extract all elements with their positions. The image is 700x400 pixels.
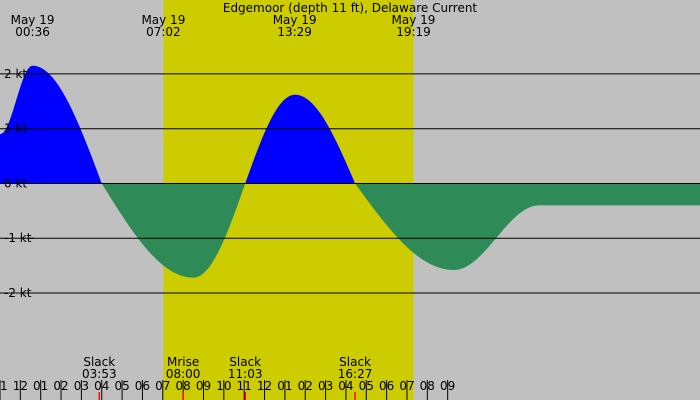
bottom-event-time: 03:53: [82, 367, 117, 381]
bottom-event-time: 08:00: [166, 367, 201, 381]
hour-tick-label: 11: [237, 379, 252, 393]
event-time-label: 00:36: [15, 25, 50, 39]
event-time-label: 19:19: [396, 25, 431, 39]
y-tick-label: -2 kt: [4, 286, 32, 300]
event-date-label: May 19: [273, 13, 317, 27]
event-time-label: 07:02: [146, 25, 181, 39]
hour-tick-label: 09: [440, 379, 455, 393]
bottom-event-label: Mrise: [167, 355, 199, 369]
flood-area: [0, 65, 700, 184]
hour-tick-label: 01: [277, 379, 292, 393]
y-tick-label: 0 kt: [4, 176, 27, 190]
hour-tick-label: 05: [359, 379, 374, 393]
event-date-label: May 19: [392, 13, 436, 27]
hour-tick-label: 02: [298, 379, 313, 393]
hour-tick-label: 08: [420, 379, 435, 393]
y-tick-labels: 2 kt 1 kt 0 kt -1 kt -2 kt: [4, 67, 32, 300]
bottom-event-label: Slack: [229, 355, 261, 369]
hour-tick-label: 09: [196, 379, 211, 393]
y-tick-label: 1 kt: [4, 122, 27, 136]
hour-tick-label: 03: [318, 379, 333, 393]
event-date-label: May 19: [11, 13, 55, 27]
ebb-area: [0, 183, 700, 278]
y-tick-label: 2 kt: [4, 67, 27, 81]
hour-tick-label: 12: [257, 379, 272, 393]
hour-tick-label: 11: [0, 379, 8, 393]
hour-tick-label: 01: [33, 379, 48, 393]
current-area-layer: [0, 65, 700, 278]
bottom-event-time: 16:27: [338, 367, 373, 381]
bottom-event-label: Slack: [83, 355, 115, 369]
hour-tick-label: 05: [114, 379, 129, 393]
bottom-event-time: 11:03: [228, 367, 263, 381]
hour-tick-label: 10: [216, 379, 231, 393]
gridlines: [0, 73, 700, 294]
hour-tick-label: 06: [135, 379, 150, 393]
hour-tick-label: 03: [74, 379, 89, 393]
hour-tick-label: 07: [155, 379, 170, 393]
hour-tick-label: 04: [94, 379, 109, 393]
bottom-event-label: Slack: [339, 355, 371, 369]
bottom-event-labels: Mset23:01Slack03:53Mrise08:00Slack11:03S…: [82, 355, 373, 381]
hour-tick-label: 04: [338, 379, 353, 393]
hour-tick-label: 06: [379, 379, 394, 393]
hour-tick-label: 08: [175, 379, 190, 393]
y-tick-label: -1 kt: [4, 231, 32, 245]
event-time-label: 13:29: [277, 25, 312, 39]
hour-tick-label: 12: [13, 379, 28, 393]
hour-tick-label: 02: [53, 379, 68, 393]
hour-tick-label: 07: [399, 379, 414, 393]
chart-title: Edgemoor (depth 11 ft), Delaware Current: [223, 1, 478, 15]
hour-axis: 11 12 01 02 03 04 05 06 07 08 09 10 11 12 01 02 03 04 05 06…: [0, 379, 455, 400]
event-date-label: May 19: [141, 13, 185, 27]
